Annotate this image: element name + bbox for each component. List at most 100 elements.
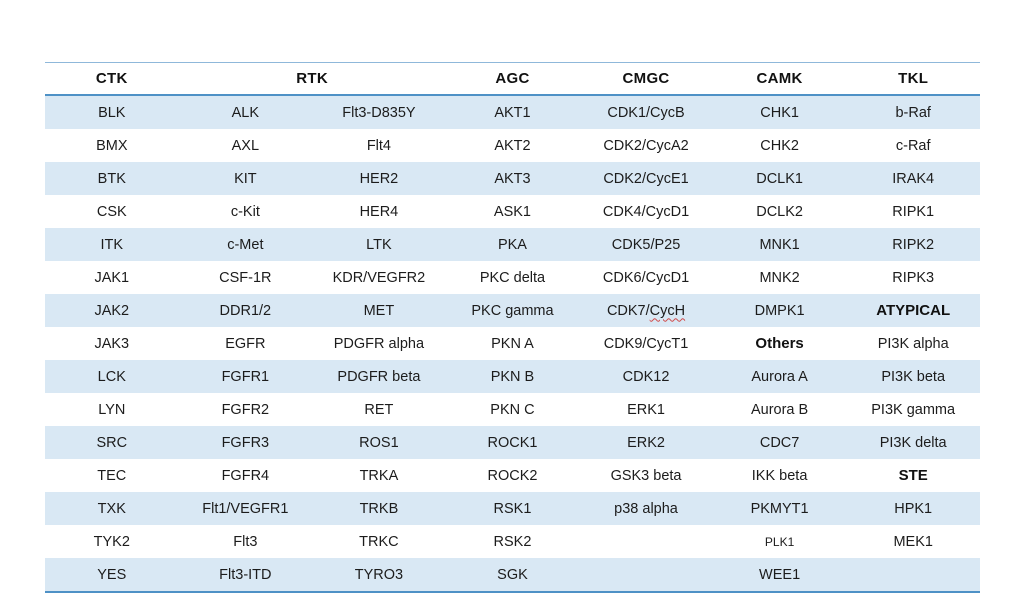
column-header-tkl: TKL bbox=[846, 62, 980, 96]
table-cell: CHK2 bbox=[760, 137, 799, 154]
table-cell: AKT3 bbox=[494, 170, 531, 187]
table-cell: ROS1 bbox=[359, 434, 399, 451]
table-cell: PKC delta bbox=[479, 269, 546, 286]
table-cell: CDK2/CycE1 bbox=[603, 170, 689, 187]
table-cell: IKK beta bbox=[751, 467, 808, 484]
table-row: LCK FGFR1 PDGFR beta PKN B CDK12 Aurora A PI3K… bbox=[45, 360, 980, 393]
table-cell: Flt4 bbox=[366, 137, 391, 154]
table-cell: DCLK1 bbox=[756, 170, 803, 187]
table-row: JAK3 EGFR PDGFR alpha PKN A CDK9/CycT1 Others… bbox=[45, 327, 980, 360]
table-cell: TYRO3 bbox=[312, 558, 446, 593]
kinase-table-body: BLK ALK Flt3-D835Y AKT1 CDK1/CycB CHK1 b-Raf BM… bbox=[45, 95, 980, 593]
table-cell: PKA bbox=[497, 236, 527, 253]
table-row: BTK KIT HER2 AKT3 CDK2/CycE1 DCLK1 IRAK4 bbox=[45, 162, 980, 195]
table-cell: Aurora A bbox=[751, 368, 808, 385]
table-cell: CDK6/CycD1 bbox=[602, 269, 690, 286]
table-cell: CDC7 bbox=[759, 434, 800, 451]
table-cell: ERK1 bbox=[627, 401, 665, 418]
table-cell: PKC gamma bbox=[471, 302, 554, 319]
table-row: TXK Flt1/VEGFR1 TRKB RSK1 p38 alpha PKMYT1 HPK… bbox=[45, 492, 980, 525]
table-cell: Flt3 bbox=[233, 533, 258, 550]
table-cell: CDK9/CycT1 bbox=[603, 335, 689, 352]
table-cell: PI3K gamma bbox=[871, 401, 956, 418]
table-cell: PKN C bbox=[490, 401, 535, 418]
table-cell: FGFR3 bbox=[221, 434, 270, 451]
table-cell: JAK1 bbox=[94, 269, 130, 286]
table-cell: MNK1 bbox=[759, 236, 800, 253]
table-cell: HER4 bbox=[359, 203, 399, 220]
table-cell: CDK2/CycA2 bbox=[603, 137, 689, 154]
table-cell: c-Kit bbox=[230, 203, 260, 220]
table-cell: RET bbox=[364, 401, 394, 418]
table-cell: AXL bbox=[231, 137, 260, 154]
table-cell: PI3K beta bbox=[881, 368, 946, 385]
table-cell: BTK bbox=[97, 170, 126, 187]
table-cell: RIPK3 bbox=[892, 269, 935, 286]
table-cell: TYK2 bbox=[93, 533, 130, 550]
table-cell: Flt3-ITD bbox=[178, 558, 313, 593]
table-cell: Aurora B bbox=[750, 401, 809, 418]
table-cell: CDK1/CycB bbox=[607, 104, 685, 121]
table-row: TEC FGFR4 TRKA ROCK2 GSK3 beta IKK beta STE bbox=[45, 459, 980, 492]
table-cell: Others bbox=[755, 335, 804, 352]
table-cell: DDR1/2 bbox=[219, 302, 272, 319]
table-cell: PDGFR beta bbox=[337, 368, 421, 385]
table-cell: RSK1 bbox=[493, 500, 532, 517]
table-row: TYK2 Flt3 TRKC RSK2 PLK1 MEK1 bbox=[45, 525, 980, 558]
table-cell: KDR/VEGFR2 bbox=[332, 269, 426, 286]
table-cell: JAK3 bbox=[94, 335, 130, 352]
table-cell: JAK2 bbox=[94, 302, 130, 319]
table-cell: CSK bbox=[96, 203, 127, 220]
table-cell: LYN bbox=[98, 401, 126, 418]
table-cell: CHK1 bbox=[760, 104, 799, 121]
table-cell: TRKA bbox=[359, 467, 399, 484]
table-cell: GSK3 beta bbox=[610, 467, 682, 484]
table-cell: ASK1 bbox=[493, 203, 532, 220]
table-cell: PI3K alpha bbox=[877, 335, 949, 352]
table-cell: LTK bbox=[366, 236, 392, 253]
table-cell: ROCK1 bbox=[487, 434, 538, 451]
table-cell: MNK2 bbox=[759, 269, 800, 286]
table-row: JAK1 CSF-1R KDR/VEGFR2 PKC delta CDK6/CycD1 M… bbox=[45, 261, 980, 294]
table-cell: FGFR2 bbox=[221, 401, 270, 418]
table-cell: WEE1 bbox=[712, 558, 847, 593]
table-cell bbox=[846, 558, 980, 593]
table-cell bbox=[579, 558, 713, 593]
table-cell bbox=[579, 525, 713, 558]
table-cell: Flt3-D835Y bbox=[342, 104, 416, 121]
table-row: LYN FGFR2 RET PKN C ERK1 Aurora B PI3K gamma bbox=[45, 393, 980, 426]
column-header-rtk: RTK bbox=[178, 62, 446, 96]
table-row: BMX AXL Flt4 AKT2 CDK2/CycA2 CHK2 c-Raf bbox=[45, 129, 980, 162]
table-cell: RSK2 bbox=[493, 533, 532, 550]
table-cell: ROCK2 bbox=[487, 467, 538, 484]
table-cell: BMX bbox=[96, 137, 128, 154]
column-header-cmgc: CMGC bbox=[579, 62, 713, 96]
table-cell: DMPK1 bbox=[754, 302, 805, 319]
table-cell: AKT2 bbox=[494, 137, 531, 154]
table-row: CSK c-Kit HER4 ASK1 CDK4/CycD1 DCLK2 RIPK1 bbox=[45, 195, 980, 228]
table-cell: TEC bbox=[97, 467, 127, 484]
table-cell: TRKC bbox=[359, 533, 399, 550]
table-cell: CDK4/CycD1 bbox=[602, 203, 690, 220]
table-cell: p38 alpha bbox=[614, 500, 678, 517]
table-cell: CDK7/CycH bbox=[606, 302, 686, 319]
table-cell: MEK1 bbox=[893, 533, 933, 550]
table-cell: DCLK2 bbox=[756, 203, 803, 220]
table-cell: FGFR1 bbox=[221, 368, 270, 385]
table-cell: RIPK1 bbox=[892, 203, 935, 220]
table-header: CTK RTK AGC CMGC CAMK TKL bbox=[45, 62, 980, 96]
table-cell: HER2 bbox=[359, 170, 399, 187]
table-cell: CDK12 bbox=[622, 368, 670, 385]
table-cell: BLK bbox=[98, 104, 126, 121]
table-cell: PKN A bbox=[491, 335, 534, 352]
table-cell: ATYPICAL bbox=[876, 302, 951, 319]
kinase-family-table-container: CTK RTK AGC CMGC CAMK TKL BLK ALK Flt3-D835Y AKT… bbox=[45, 62, 980, 593]
table-cell: HPK1 bbox=[894, 500, 933, 517]
table-cell: IRAK4 bbox=[892, 170, 935, 187]
table-cell: c-Met bbox=[227, 236, 264, 253]
table-cell: TRKB bbox=[359, 500, 399, 517]
table-cell: PI3K delta bbox=[879, 434, 947, 451]
table-cell: MET bbox=[363, 302, 395, 319]
table-cell: ALK bbox=[231, 104, 260, 121]
table-cell: ERK2 bbox=[627, 434, 665, 451]
